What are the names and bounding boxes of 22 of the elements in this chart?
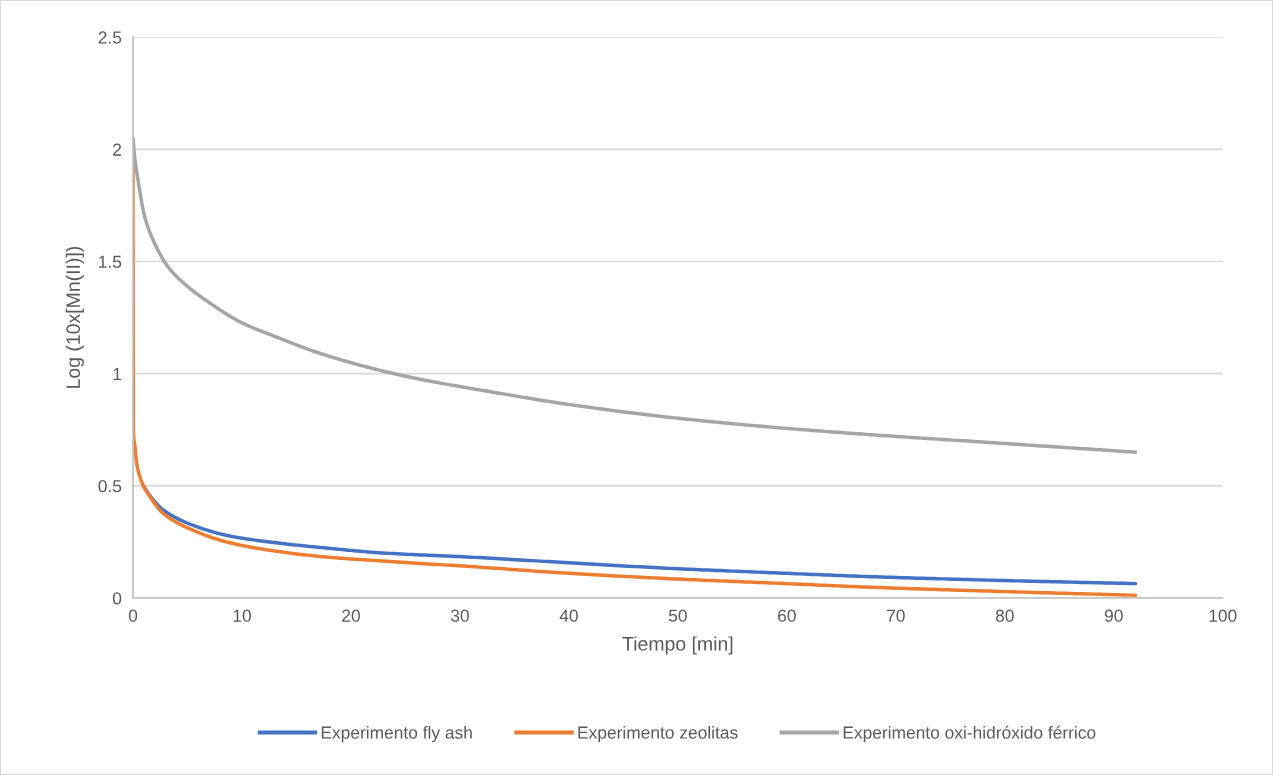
x-tick-label: 20 [342, 609, 360, 622]
x-tick-label: 10 [233, 609, 251, 622]
x-tick-label: 100 [1209, 609, 1237, 622]
x-tick-label: 40 [559, 609, 578, 622]
x-tick-label: 50 [668, 609, 687, 622]
y-tick-label: 1 [113, 368, 122, 380]
y-axis-title: Log (10x[Mn(II)]) [65, 246, 84, 388]
y-tick-label: 2 [113, 143, 122, 156]
x-tick-label: 60 [778, 609, 796, 622]
y-tick-label: 0 [112, 592, 122, 605]
legend-label: Experimento fly ash [321, 725, 472, 743]
legend-label: Experimento oxi-hidróxido férrico [843, 725, 1096, 743]
x-tick-label: 30 [450, 609, 469, 622]
y-tick-label: 1.5 [99, 255, 122, 268]
x-tick-label: 0 [128, 609, 138, 622]
x-tick-label: 80 [995, 609, 1014, 622]
x-tick-label: 90 [1104, 609, 1123, 622]
x-axis-title: Tiempo [min] [622, 636, 733, 655]
y-tick-label: 0.5 [98, 480, 122, 493]
y-tick-label: 2.5 [98, 31, 122, 44]
legend-label: Experimento zeolitas [578, 725, 738, 743]
x-tick-label: 70 [887, 609, 905, 622]
